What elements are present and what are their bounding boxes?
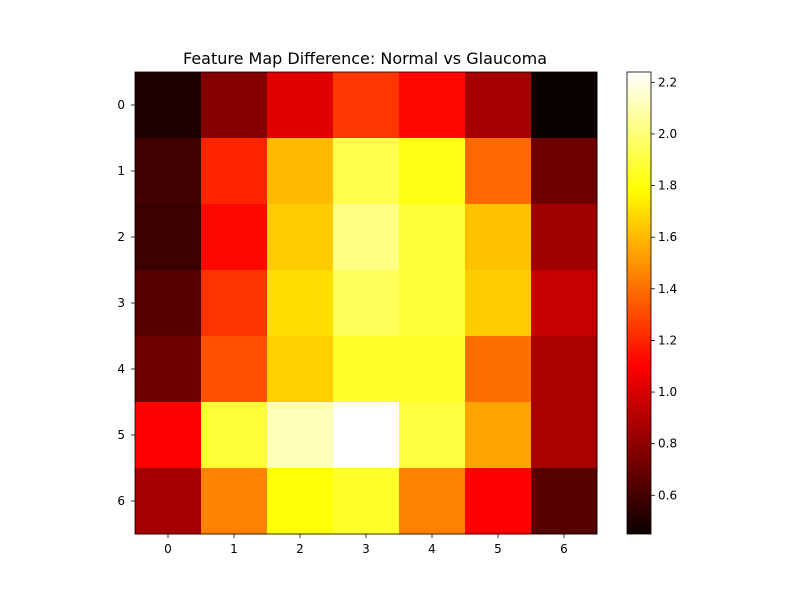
heatmap-cell bbox=[399, 72, 466, 139]
heatmap-cell bbox=[267, 138, 334, 205]
heatmap-cell bbox=[267, 468, 334, 535]
heatmap-cell bbox=[201, 468, 268, 535]
heatmap-cell bbox=[135, 270, 202, 337]
heatmap-cell bbox=[333, 468, 400, 535]
heatmap-cell bbox=[465, 336, 532, 403]
heatmap-cell bbox=[201, 72, 268, 139]
heatmap-cell bbox=[531, 336, 598, 403]
y-tick-label: 1 bbox=[117, 164, 125, 178]
x-tick-label: 4 bbox=[428, 542, 436, 556]
y-tick-label: 4 bbox=[117, 362, 125, 376]
colorbar-tick-label: 2.2 bbox=[658, 75, 677, 89]
heatmap-cells bbox=[135, 72, 598, 535]
x-axis: 0 1 2 3 4 5 6 bbox=[164, 534, 568, 556]
x-tick-label: 0 bbox=[164, 542, 172, 556]
heatmap-cell bbox=[333, 72, 400, 139]
x-tick-label: 1 bbox=[230, 542, 238, 556]
x-tick-label: 2 bbox=[296, 542, 304, 556]
heatmap-cell bbox=[201, 402, 268, 469]
heatmap-cell bbox=[135, 72, 202, 139]
heatmap-cell bbox=[267, 72, 334, 139]
heatmap-cell bbox=[333, 336, 400, 403]
heatmap-cell bbox=[531, 468, 598, 535]
heatmap-cell bbox=[333, 402, 400, 469]
heatmap-cell bbox=[201, 270, 268, 337]
colorbar: 0.6 0.8 1.0 1.2 1.4 1.6 1.8 2.0 2.2 bbox=[626, 71, 677, 535]
heatmap-cell bbox=[333, 138, 400, 205]
heatmap-cell bbox=[333, 204, 400, 271]
chart-title: Feature Map Difference: Normal vs Glauco… bbox=[183, 49, 547, 68]
colorbar-gradient bbox=[627, 72, 651, 534]
heatmap-cell bbox=[201, 138, 268, 205]
x-tick-label: 3 bbox=[362, 542, 370, 556]
heatmap-cell bbox=[399, 336, 466, 403]
heatmap-cell bbox=[135, 402, 202, 469]
heatmap-cell bbox=[465, 138, 532, 205]
heatmap-cell bbox=[465, 468, 532, 535]
colorbar-tick-label: 1.8 bbox=[658, 179, 677, 193]
colorbar-tick-label: 2.0 bbox=[658, 127, 677, 141]
y-tick-label: 3 bbox=[117, 296, 125, 310]
heatmap-cell bbox=[135, 468, 202, 535]
heatmap-cell bbox=[531, 72, 598, 139]
heatmap-cell bbox=[201, 336, 268, 403]
heatmap-cell bbox=[399, 204, 466, 271]
heatmap-cell bbox=[399, 402, 466, 469]
x-tick-label: 5 bbox=[494, 542, 502, 556]
colorbar-tick-label: 1.4 bbox=[658, 282, 677, 296]
colorbar-tick-label: 1.0 bbox=[658, 385, 677, 399]
heatmap-cell bbox=[399, 468, 466, 535]
y-tick-label: 6 bbox=[117, 494, 125, 508]
heatmap-cell bbox=[135, 204, 202, 271]
heatmap-cell bbox=[531, 204, 598, 271]
colorbar-tick-label: 1.2 bbox=[658, 333, 677, 347]
y-tick-label: 5 bbox=[117, 428, 125, 442]
y-axis: 0 1 2 3 4 5 6 bbox=[117, 98, 135, 508]
heatmap-cell bbox=[135, 138, 202, 205]
colorbar-frame bbox=[626, 71, 652, 535]
y-tick-label: 0 bbox=[117, 98, 125, 112]
x-tick-label: 6 bbox=[560, 542, 568, 556]
heatmap-cell bbox=[135, 336, 202, 403]
heatmap-cell bbox=[465, 204, 532, 271]
heatmap-cell bbox=[267, 336, 334, 403]
heatmap-cell bbox=[267, 402, 334, 469]
heatmap-cell bbox=[333, 270, 400, 337]
colorbar-tick-label: 1.6 bbox=[658, 230, 677, 244]
heatmap-cell bbox=[531, 402, 598, 469]
heatmap-cell bbox=[465, 72, 532, 139]
y-tick-label: 2 bbox=[117, 230, 125, 244]
heatmap-cell bbox=[267, 270, 334, 337]
colorbar-tick-label: 0.8 bbox=[658, 437, 677, 451]
heatmap-cell bbox=[201, 204, 268, 271]
heatmap-cell bbox=[267, 204, 334, 271]
heatmap-cell bbox=[399, 138, 466, 205]
heatmap-cell bbox=[465, 402, 532, 469]
heatmap-cell bbox=[531, 270, 598, 337]
colorbar-ticks: 0.6 0.8 1.0 1.2 1.4 1.6 1.8 2.0 2.2 bbox=[651, 75, 677, 502]
heatmap-cell bbox=[531, 138, 598, 205]
colorbar-tick-label: 0.6 bbox=[658, 488, 677, 502]
heatmap-cell bbox=[465, 270, 532, 337]
heatmap-cell bbox=[399, 270, 466, 337]
